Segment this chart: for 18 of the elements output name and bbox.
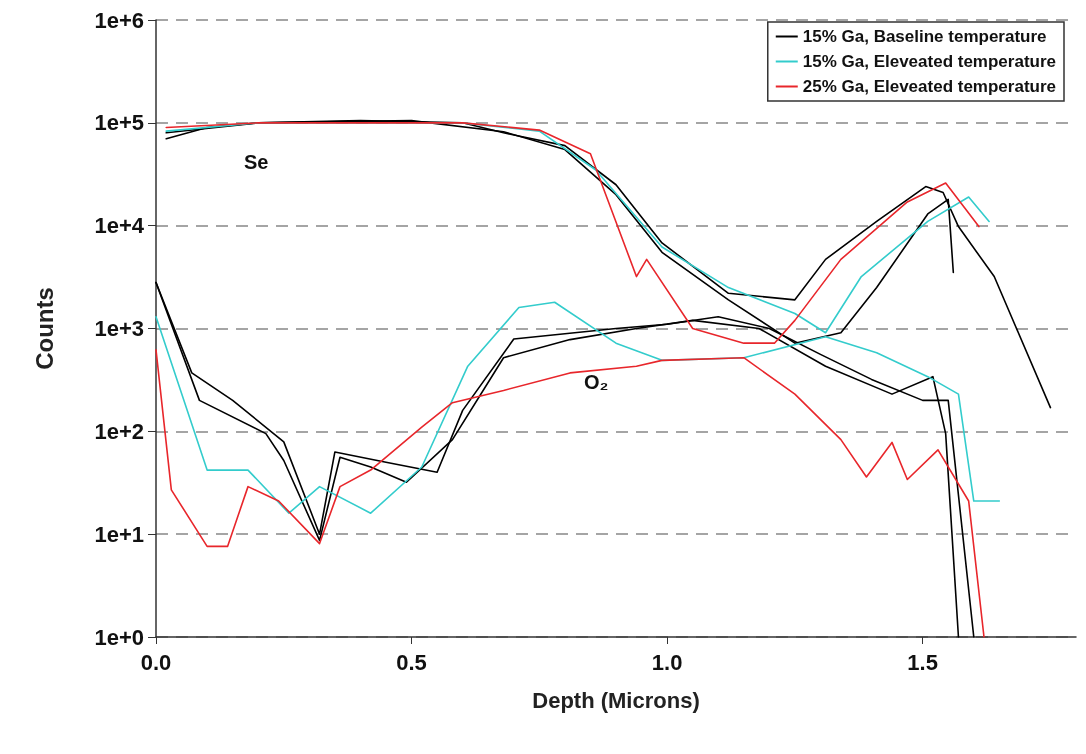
legend-label: 15% Ga, Baseline temperature — [802, 27, 1047, 46]
x-axis-title: Depth (Microns) — [532, 687, 700, 713]
x-tick-label: 1.0 — [651, 649, 683, 675]
legend-label: 15% Ga, Eleveated temperature — [802, 52, 1056, 71]
y-tick-label: 1e+2 — [94, 418, 144, 444]
annotation: O₂ — [584, 371, 609, 393]
y-tick-label: 1e+0 — [94, 624, 144, 650]
x-tick-label: 1.5 — [907, 649, 938, 675]
y-tick-label: 1e+4 — [94, 213, 145, 239]
y-tick-label: 1e+1 — [94, 521, 144, 547]
y-tick-label: 1e+6 — [94, 7, 144, 33]
y-tick-label: 1e+5 — [94, 110, 144, 136]
y-axis-title: Counts — [30, 287, 58, 370]
legend-label: 25% Ga, Eleveated temperature — [802, 77, 1056, 96]
y-tick-label: 1e+3 — [94, 316, 144, 341]
annotation: Se — [244, 151, 269, 173]
x-tick-label: 0.5 — [396, 649, 427, 675]
x-tick-label: 0.0 — [140, 649, 172, 675]
